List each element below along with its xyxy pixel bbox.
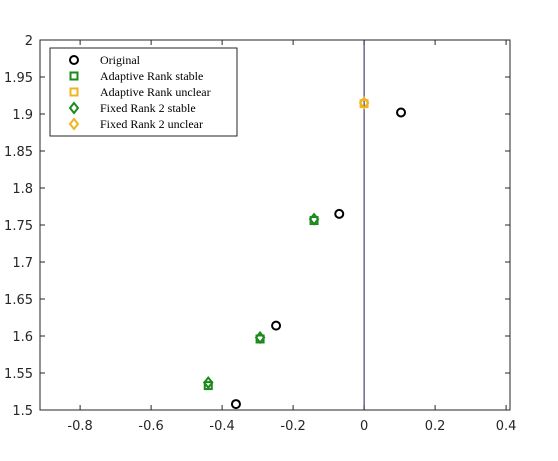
marker <box>68 117 80 131</box>
x-tick-label: 0 <box>360 419 368 434</box>
marker <box>68 101 80 115</box>
legend-label: Fixed Rank 2 unclear <box>100 117 203 131</box>
y-tick-label: 1.6 <box>12 330 33 345</box>
y-tick-label: 1.9 <box>12 108 33 123</box>
marker <box>69 87 79 97</box>
marker <box>334 208 345 219</box>
x-tick-label: 0.4 <box>496 419 517 434</box>
marker <box>254 330 266 345</box>
marker <box>358 96 370 110</box>
marker <box>308 212 320 226</box>
y-tick-label: 1.75 <box>4 219 33 234</box>
marker <box>396 107 407 118</box>
legend-label: Adaptive Rank unclear <box>100 85 211 99</box>
marker <box>69 71 79 81</box>
y-tick-label: 1.8 <box>12 182 33 197</box>
y-tick-label: 1.85 <box>4 145 33 160</box>
legend-label: Fixed Rank 2 stable <box>100 101 196 115</box>
y-tick-label: 1.5 <box>12 404 33 419</box>
y-tick-label: 2 <box>25 34 33 49</box>
y-tick-label: 1.55 <box>4 367 33 382</box>
y-tick-label: 1.65 <box>4 293 33 308</box>
marker <box>230 399 241 410</box>
marker <box>69 55 79 65</box>
marker <box>271 320 282 331</box>
x-tick-label: 0.2 <box>425 419 446 434</box>
x-tick-label: -0.4 <box>209 419 234 434</box>
marker <box>202 376 214 390</box>
y-tick-label: 1.7 <box>12 256 33 271</box>
legend-label: Original <box>100 53 141 67</box>
x-tick-label: -0.6 <box>138 419 163 434</box>
x-tick-label: -0.2 <box>280 419 305 434</box>
legend: Original Adaptive Rank stable Adaptive Ran… <box>49 47 238 137</box>
legend-label: Adaptive Rank stable <box>100 69 203 83</box>
y-tick-label: 1.95 <box>4 71 33 86</box>
x-tick-label: -0.8 <box>67 419 92 434</box>
legend-box <box>49 47 238 137</box>
